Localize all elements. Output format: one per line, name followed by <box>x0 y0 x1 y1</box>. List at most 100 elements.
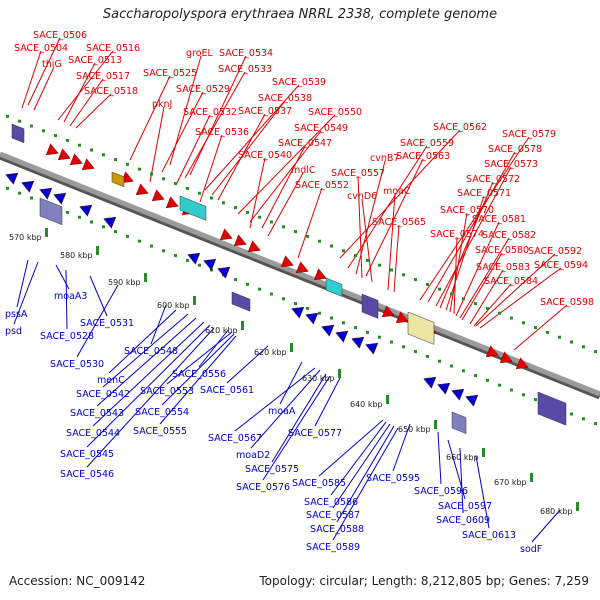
lower-track-boundary-dot <box>18 191 21 195</box>
leader-line-sace-0540 <box>249 157 266 229</box>
leader-line-sace-0582 <box>459 237 510 319</box>
upper-track-boundary-dot <box>438 287 441 291</box>
leader-line-sace-0575 <box>271 373 327 463</box>
leader-line-sace-0518 <box>75 93 112 129</box>
upper-track-boundary-dot <box>18 119 21 123</box>
reverse-feature-block <box>451 411 467 434</box>
forward-gene-label-sace-0536: SACE_0536 <box>195 127 249 138</box>
upper-track-boundary-dot <box>138 167 141 171</box>
leader-line-sace-0528 <box>65 269 68 330</box>
reverse-gene-label-sace-0588: SACE_0588 <box>310 524 364 535</box>
lower-track-boundary-dot <box>594 422 597 426</box>
forward-gene-label-sace-0552: SACE_0552 <box>295 180 349 191</box>
lower-track-boundary-dot <box>426 354 429 358</box>
forward-gene-label-sace-0516: SACE_0516 <box>86 43 140 54</box>
leader-line-sace-0538 <box>211 100 286 196</box>
ruler-tick-mark <box>45 228 48 237</box>
lower-track-boundary-dot <box>174 254 177 258</box>
forward-gene-label-groel: groEL <box>186 48 214 59</box>
reverse-gene-label-sace-0596: SACE_0596 <box>414 486 468 497</box>
reverse-feature-block <box>231 291 251 312</box>
reverse-gene-arrow <box>79 204 93 217</box>
leader-line-sace-0549 <box>249 130 322 223</box>
upper-track-boundary-dot <box>462 297 465 301</box>
upper-track-boundary-dot <box>558 335 561 339</box>
forward-gene-arrow <box>81 158 95 171</box>
lower-track-boundary-dot <box>306 306 309 310</box>
forward-gene-label-sace-0539: SACE_0539 <box>272 77 326 88</box>
leader-line-sace-0563 <box>365 158 424 277</box>
leader-line-menc <box>108 309 177 374</box>
ruler-tick-label: 640 kbp <box>350 400 383 409</box>
ruler-tick-mark <box>482 448 485 457</box>
upper-track-boundary-dot <box>534 326 537 330</box>
upper-track-boundary-dot <box>594 350 597 354</box>
lower-track-boundary-dot <box>582 417 585 421</box>
upper-track-boundary-dot <box>78 143 81 147</box>
lower-track-boundary-dot <box>126 234 129 238</box>
leader-line-sace-0595 <box>392 423 411 472</box>
upper-track-boundary-dot <box>486 306 489 310</box>
lower-track-boundary-dot <box>390 340 393 344</box>
forward-gene-arrow <box>499 351 513 364</box>
forward-gene-label-sace-0547: SACE_0547 <box>278 138 332 149</box>
leader-line-sace-0571 <box>445 195 485 311</box>
reverse-gene-label-menc: menC <box>97 375 125 386</box>
reverse-gene-label-sace-0531: SACE_0531 <box>80 318 134 329</box>
ruler-tick-mark <box>434 420 437 429</box>
forward-gene-label-cvnd6: cvnD6 <box>347 191 377 202</box>
ruler-tick-label: 660 kbp <box>446 453 479 462</box>
reverse-gene-label-pssa: pssA <box>5 309 28 320</box>
reverse-gene-label-sace-0554: SACE_0554 <box>135 407 189 418</box>
leader-line-sace-0609 <box>459 447 464 514</box>
lower-track-boundary-dot <box>378 335 381 339</box>
lower-track-boundary-dot <box>414 350 417 354</box>
cyan-feature-block <box>179 195 207 221</box>
upper-track-boundary-dot <box>582 345 585 349</box>
leader-line-sace-0506 <box>27 37 61 106</box>
lower-track-boundary-dot <box>282 297 285 301</box>
upper-track-boundary-dot <box>186 186 189 190</box>
reverse-gene-arrow <box>437 382 451 395</box>
forward-gene-arrow <box>57 148 71 161</box>
forward-gene-arrow <box>313 268 327 281</box>
reverse-gene-arrow <box>465 394 479 407</box>
leader-line-sace-0583 <box>469 269 504 325</box>
lower-track-boundary-dot <box>234 278 237 282</box>
lower-track-boundary-dot <box>510 388 513 392</box>
reverse-gene-arrow <box>305 312 319 325</box>
upper-track-boundary-dot <box>318 239 321 243</box>
lower-track-boundary-dot <box>78 215 81 219</box>
lower-track-boundary-dot <box>162 249 165 253</box>
reverse-gene-label-sace-0589: SACE_0589 <box>306 542 360 553</box>
forward-gene-label-sace-0517: SACE_0517 <box>76 71 130 82</box>
forward-gene-label-sace-0573: SACE_0573 <box>484 159 538 170</box>
forward-gene-label-thig: thiG <box>42 59 62 70</box>
leader-line-pssa <box>16 259 29 308</box>
reverse-gene-arrow <box>335 330 349 343</box>
forward-gene-label-pknj: pknJ <box>152 99 172 110</box>
lower-track-boundary-dot <box>66 210 69 214</box>
forward-gene-label-moac: moaC <box>383 186 411 197</box>
lower-track-boundary-dot <box>246 282 249 286</box>
leader-line-sace-0517 <box>69 78 104 127</box>
ruler-tick-mark <box>386 395 389 404</box>
upper-track-boundary-dot <box>30 124 33 128</box>
forward-gene-arrow <box>165 196 179 209</box>
leader-line-sace-0592 <box>475 253 556 327</box>
leader-line-sace-0537 <box>217 113 266 201</box>
upper-track-boundary-dot <box>282 225 285 229</box>
leader-line-sace-0544 <box>92 321 205 427</box>
ruler-tick-label: 680 kbp <box>540 507 573 516</box>
forward-gene-arrow <box>45 143 59 156</box>
forward-gene-label-sace-0580: SACE_0580 <box>475 245 529 256</box>
reverse-gene-label-sace-0577: SACE_0577 <box>288 428 342 439</box>
leader-line-sace-0547 <box>261 145 306 229</box>
forward-gene-label-sace-0598: SACE_0598 <box>540 297 594 308</box>
leader-line-sace-0504 <box>21 50 42 109</box>
upper-track-boundary-dot <box>90 148 93 152</box>
leader-line-sace-0543 <box>96 317 197 407</box>
forward-gene-label-sace-0540: SACE_0540 <box>238 150 292 161</box>
reverse-gene-label-sace-0528: SACE_0528 <box>40 331 94 342</box>
